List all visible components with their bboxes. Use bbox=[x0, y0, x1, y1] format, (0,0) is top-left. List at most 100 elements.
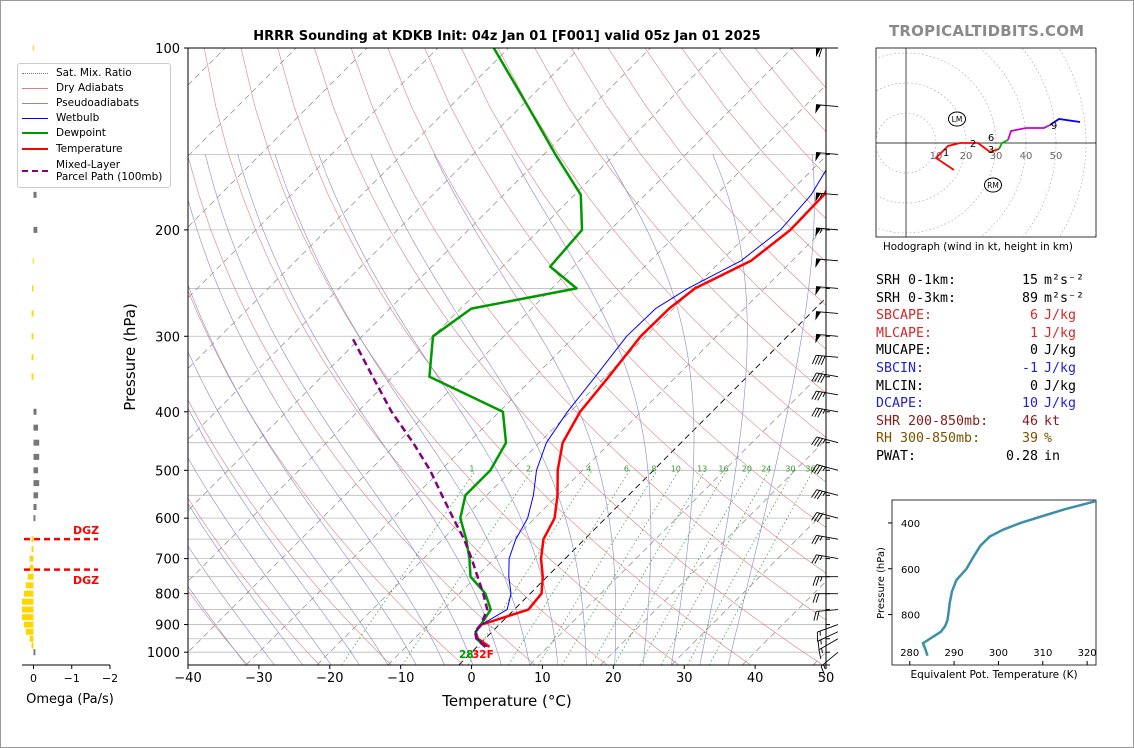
mixing-ratio-label: 20 bbox=[742, 465, 752, 474]
wind-barb bbox=[811, 354, 839, 366]
param-label: SBCIN: bbox=[876, 360, 925, 376]
legend-label: Pseudoadiabats bbox=[56, 97, 139, 109]
omega-bar bbox=[31, 546, 34, 553]
param-value: -1 bbox=[1021, 360, 1038, 376]
param-label: PWAT: bbox=[876, 448, 917, 464]
wind-barb bbox=[815, 104, 839, 114]
y-tick-label: 900 bbox=[155, 619, 180, 634]
omega-bar bbox=[33, 649, 36, 656]
barb-staff bbox=[816, 436, 839, 444]
legend-swatch bbox=[22, 117, 48, 119]
wind-barb bbox=[815, 192, 839, 202]
y-tick-label: 100 bbox=[155, 42, 180, 57]
mixing-ratio-line bbox=[538, 470, 658, 665]
theta-y-tick-label: 400 bbox=[901, 519, 920, 530]
theta-x-tick-label: 290 bbox=[945, 648, 964, 659]
param-value: 89 bbox=[1021, 290, 1038, 306]
mixing-ratio-label: 2 bbox=[526, 465, 531, 474]
pseudoadiabat-line bbox=[605, 154, 695, 665]
omega-bar bbox=[32, 257, 34, 264]
param-row: MUCAPE: 0 J/kg bbox=[876, 342, 1106, 360]
barb-half bbox=[822, 439, 826, 444]
wind-barb bbox=[816, 624, 839, 642]
barb-full bbox=[814, 437, 821, 446]
barb-half bbox=[822, 409, 826, 414]
storm-motion-marker bbox=[984, 177, 1002, 193]
y-tick-label: 1000 bbox=[147, 646, 180, 661]
dry-adiabat-line bbox=[571, 48, 826, 350]
legend-swatch bbox=[22, 148, 48, 150]
param-label: MLCIN: bbox=[876, 378, 925, 394]
dry-adiabat-line bbox=[277, 48, 751, 665]
omega-bar bbox=[33, 226, 38, 233]
chart-title: HRRR Sounding at KDKB Init: 04z Jan 01 [… bbox=[253, 29, 760, 44]
wind-barb bbox=[815, 227, 839, 237]
omega-bar bbox=[31, 285, 34, 292]
wind-barb bbox=[812, 593, 838, 603]
barb-full bbox=[820, 355, 826, 366]
theta-y-tick-label: 600 bbox=[901, 565, 920, 576]
isotherm-line bbox=[600, 439, 826, 665]
barb-half bbox=[819, 228, 823, 234]
storm-motion-label: RM bbox=[987, 181, 999, 190]
wind-barb bbox=[820, 651, 839, 676]
barb-full bbox=[811, 489, 818, 498]
omega-bar bbox=[29, 564, 34, 571]
omega-bar bbox=[32, 45, 34, 51]
pseudoadiabat-line bbox=[727, 154, 815, 665]
param-label: MLCAPE: bbox=[876, 325, 933, 341]
omega-bar bbox=[33, 515, 36, 522]
dry-adiabat-line bbox=[350, 48, 826, 621]
x-tick-label: 0 bbox=[467, 671, 475, 686]
mixing-ratio-line bbox=[590, 470, 706, 665]
barb-flag bbox=[816, 48, 821, 57]
dry-adiabat-line bbox=[607, 48, 826, 306]
pseudoadiabat-line bbox=[511, 154, 652, 665]
barb-staff bbox=[817, 624, 839, 633]
barb-full bbox=[817, 355, 823, 365]
omega-bar bbox=[31, 536, 34, 543]
omega-bar bbox=[33, 467, 39, 474]
isotherm-line bbox=[671, 509, 826, 665]
omega-bar bbox=[25, 582, 34, 589]
dry-adiabat-line bbox=[188, 497, 320, 665]
dry-adiabat-line bbox=[188, 399, 392, 665]
param-unit: in bbox=[1044, 448, 1061, 464]
legend-label: Sat. Mix. Ratio bbox=[56, 67, 132, 79]
temperature-line bbox=[474, 188, 826, 648]
parcel-path-line bbox=[350, 335, 489, 648]
dry-adiabat-line bbox=[203, 48, 608, 665]
omega-bar bbox=[33, 480, 40, 487]
legend-label: Mixed-Layer Parcel Path (100mb) bbox=[56, 159, 162, 183]
pseudoadiabat-line bbox=[188, 503, 304, 665]
mixing-ratio-line bbox=[613, 470, 727, 665]
mixing-ratio-label: 1 bbox=[469, 465, 474, 474]
y-axis-label: Pressure (hPa) bbox=[121, 303, 139, 411]
wind-barb bbox=[811, 489, 839, 500]
barb-staff bbox=[816, 227, 839, 231]
barb-staff bbox=[816, 372, 839, 378]
hodo-trace bbox=[1007, 124, 1051, 141]
barb-full bbox=[820, 666, 826, 676]
param-row: SRH 0-3km: 89 m²s⁻² bbox=[876, 290, 1106, 308]
legend-item-dry-adiabats: Dry Adiabats bbox=[22, 81, 124, 95]
pseudoadiabat-line bbox=[274, 154, 530, 665]
pseudoadiabat-line bbox=[188, 545, 275, 665]
param-unit: m²s⁻² bbox=[1044, 290, 1085, 306]
barb-half bbox=[819, 193, 823, 198]
barb-staff bbox=[820, 651, 839, 667]
barb-full bbox=[814, 408, 820, 418]
hodo-ring-label: 10 bbox=[930, 151, 943, 162]
barb-flag bbox=[815, 227, 822, 237]
barb-flag bbox=[815, 152, 822, 162]
omega-bar bbox=[33, 492, 39, 499]
barb-flag bbox=[815, 286, 822, 296]
mixing-ratio-line bbox=[561, 470, 680, 665]
param-value: 1 bbox=[1029, 325, 1038, 341]
param-value: 39 bbox=[1021, 431, 1038, 447]
barb-full bbox=[816, 490, 823, 500]
y-tick-label: 500 bbox=[155, 464, 180, 479]
param-label: MUCAPE: bbox=[876, 343, 933, 359]
pseudoadiabat-line bbox=[370, 154, 587, 665]
mixing-ratio-label: 36 bbox=[805, 465, 815, 474]
